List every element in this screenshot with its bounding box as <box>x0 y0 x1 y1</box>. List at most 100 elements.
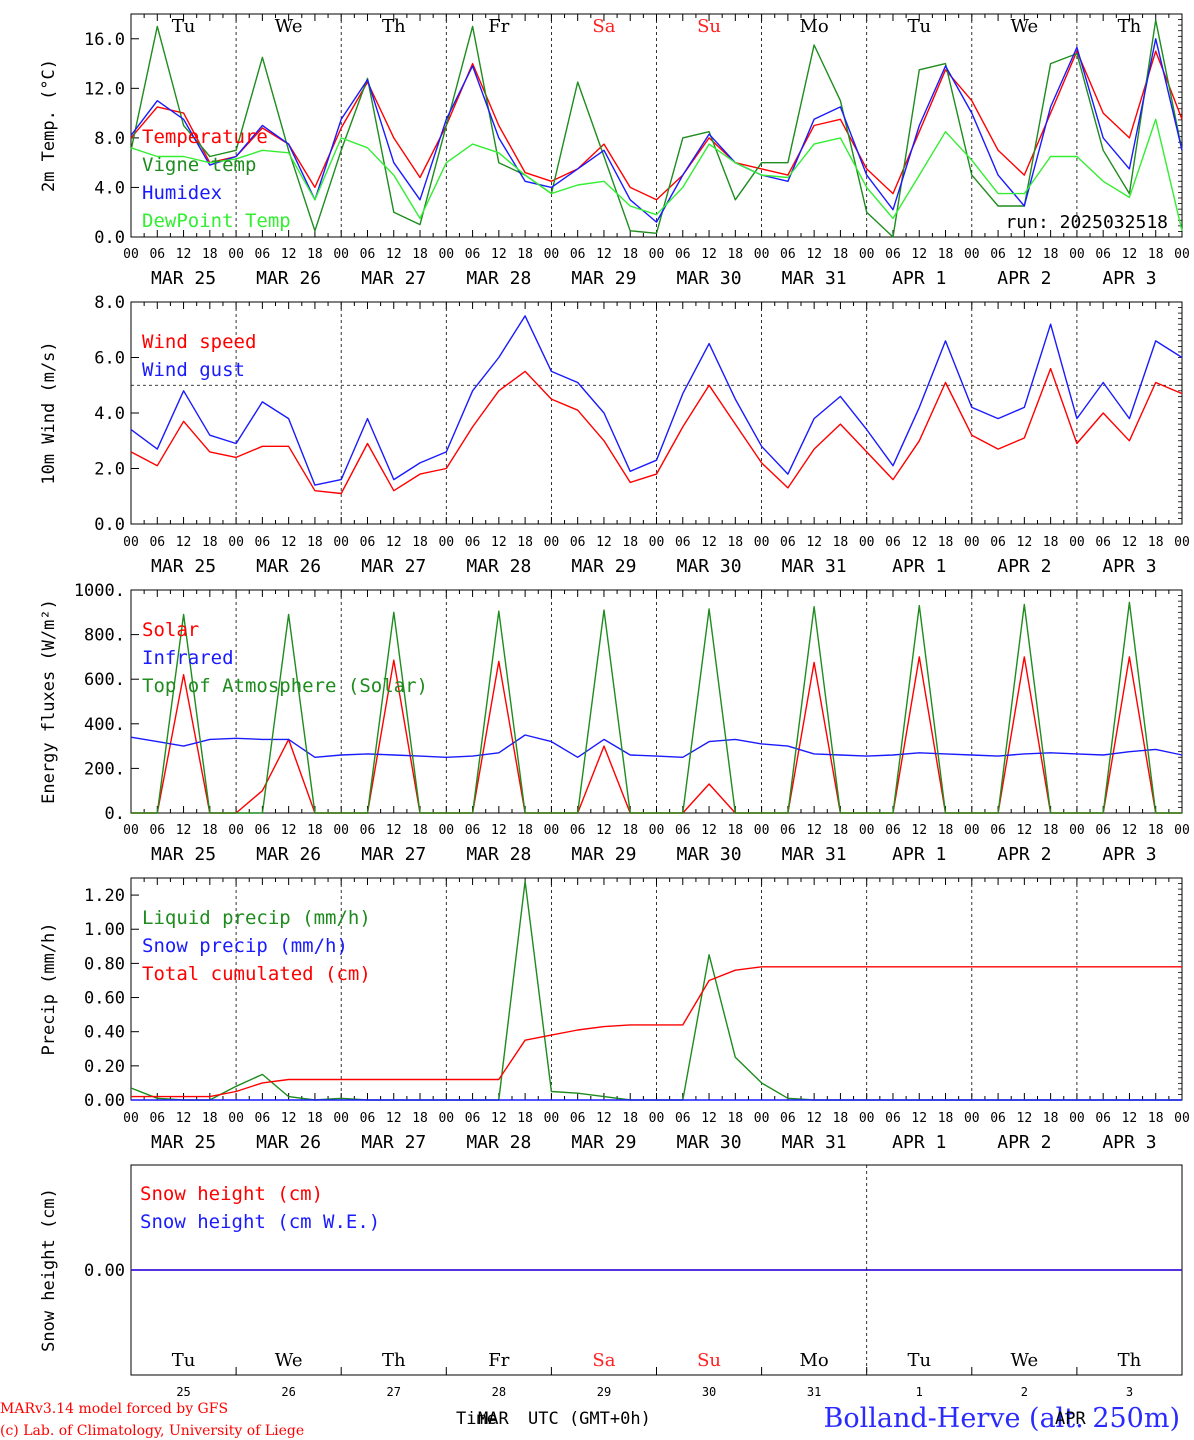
wind-hour-label: 18 <box>938 535 954 550</box>
temp-weekday-label: Tu <box>907 16 931 37</box>
wind-date-label: MAR 26 <box>256 556 321 577</box>
precip-y-tick-label: 1.00 <box>84 920 125 940</box>
energy-hour-label: 12 <box>491 823 507 838</box>
temp-hour-label: 12 <box>281 247 297 262</box>
wind-hour-label: 00 <box>438 535 454 550</box>
station-name: Bolland-Herve (alt. 250m) <box>824 1403 1180 1434</box>
wind-date-label: MAR 31 <box>782 556 847 577</box>
energy-series-top-of-atmosphere-solar <box>131 601 1182 814</box>
snow-day-number: 31 <box>807 1385 821 1399</box>
wind-date-label: MAR 28 <box>466 556 531 577</box>
wind-hour-label: 18 <box>1148 535 1164 550</box>
snow-weekday-label: Mo <box>800 1350 829 1371</box>
temp-date-label: MAR 28 <box>466 268 531 289</box>
temp-weekday-label: We <box>1011 16 1039 37</box>
temp-date-label: MAR 31 <box>782 268 847 289</box>
wind-hour-label: 00 <box>333 535 349 550</box>
snow-weekday-label: Th <box>382 1350 406 1371</box>
x-axis-title-utc: UTC (GMT+0h) <box>528 1409 651 1429</box>
wind-hour-label: 00 <box>1069 535 1085 550</box>
energy-panel: 00 06 12 18 00 06 12 18 00 06 12 18 00 06 12 18 00 06 12 18… <box>39 581 1190 865</box>
wind-hour-label: 06 <box>780 535 796 550</box>
energy-date-label: MAR 27 <box>361 844 426 865</box>
wind-hour-label: 12 <box>701 535 717 550</box>
temp-hour-label: 00 <box>123 247 139 262</box>
wind-panel: 00 06 12 18 00 06 12 18 00 06 12 18 00 06 12 18 00 06 12 18… <box>39 293 1190 577</box>
snow-day-number: 25 <box>176 1385 190 1399</box>
precip-legend-entry: Liquid precip (mm/h) <box>142 907 371 929</box>
temp-hour-label: 12 <box>491 247 507 262</box>
energy-hour-label: 18 <box>938 823 954 838</box>
temp-date-label: MAR 30 <box>677 268 742 289</box>
apr-overlay-label: APR <box>1055 1409 1086 1429</box>
wind-hour-label: 06 <box>570 535 586 550</box>
wind-y-tick-label: 8.0 <box>94 293 125 313</box>
wind-hour-label: 12 <box>1017 535 1033 550</box>
wind-hour-label: 18 <box>202 535 218 550</box>
energy-hour-label: 18 <box>727 823 743 838</box>
temp-run-annotation: run: 2025032518 <box>1005 212 1168 233</box>
precip-hour-label: 18 <box>1148 1111 1164 1126</box>
energy-hour-label: 12 <box>281 823 297 838</box>
energy-legend-entry: Infrared <box>142 647 234 669</box>
wind-hour-label: 18 <box>307 535 323 550</box>
temp-series-dewpoint-temp <box>130 118 1183 231</box>
energy-hour-label: 18 <box>517 823 533 838</box>
temp-panel: 00 06 12 18 00 06 12 18 00 06 12 18 00 06 12 18 00 06 12 18… <box>39 13 1190 289</box>
wind-hour-label: 18 <box>727 535 743 550</box>
precip-hour-label: 18 <box>833 1111 849 1126</box>
precip-hour-label: 18 <box>412 1111 428 1126</box>
temp-hour-label: 00 <box>754 247 770 262</box>
precip-hour-label: 18 <box>1043 1111 1059 1126</box>
precip-hour-label: 06 <box>780 1111 796 1126</box>
temp-weekday-label: Tu <box>172 16 196 37</box>
snow-weekday-label: Th <box>1118 1350 1142 1371</box>
temp-hour-label: 12 <box>701 247 717 262</box>
energy-y-axis-title: Energy fluxes (W/m²) <box>39 599 59 804</box>
precip-hour-label: 00 <box>1174 1111 1190 1126</box>
precip-hour-label: 18 <box>727 1111 743 1126</box>
precip-hour-label: 06 <box>990 1111 1006 1126</box>
snow-weekday-label: Tu <box>172 1350 196 1371</box>
snow-weekday-label: We <box>1011 1350 1039 1371</box>
energy-hour-label: 06 <box>990 823 1006 838</box>
precip-date-label: MAR 29 <box>571 1132 636 1153</box>
temp-legend-entry: Vigne temp <box>142 154 256 176</box>
temp-hour-label: 06 <box>465 247 481 262</box>
temp-weekday-label: Sa <box>592 16 615 37</box>
wind-hour-label: 12 <box>386 535 402 550</box>
temp-hour-label: 12 <box>386 247 402 262</box>
footer-layer: MARv3.14 model forced by GFS (c) Lab. of… <box>0 1401 1180 1439</box>
temp-hour-label: 06 <box>885 247 901 262</box>
energy-hour-label: 12 <box>701 823 717 838</box>
wind-series-wind-speed <box>130 367 1183 495</box>
energy-hour-label: 00 <box>859 823 875 838</box>
temp-hour-label: 00 <box>859 247 875 262</box>
energy-hour-label: 06 <box>675 823 691 838</box>
snow-day-number: 2 <box>1021 1385 1028 1399</box>
snow-day-number: 29 <box>597 1385 611 1399</box>
precip-date-label: APR 3 <box>1102 1132 1156 1153</box>
precip-y-axis-title: Precip (mm/h) <box>39 922 59 1055</box>
precip-hour-label: 12 <box>281 1111 297 1126</box>
temp-legend-entry: Temperature <box>142 126 268 148</box>
snow-day-number: 1 <box>916 1385 923 1399</box>
wind-hour-label: 06 <box>1095 535 1111 550</box>
energy-date-label: MAR 29 <box>571 844 636 865</box>
precip-y-tick-label: 1.20 <box>84 886 125 906</box>
temp-hour-label: 06 <box>990 247 1006 262</box>
precip-hour-label: 00 <box>859 1111 875 1126</box>
energy-hour-label: 12 <box>386 823 402 838</box>
wind-hour-label: 00 <box>859 535 875 550</box>
wind-date-label: APR 3 <box>1102 556 1156 577</box>
wind-hour-label: 12 <box>596 535 612 550</box>
precip-hour-label: 00 <box>754 1111 770 1126</box>
precip-hour-label: 06 <box>885 1111 901 1126</box>
temp-y-tick-label: 4.0 <box>94 178 125 198</box>
temp-y-tick-label: 8.0 <box>94 129 125 149</box>
temp-legend-entry: DewPoint Temp <box>142 210 291 232</box>
temp-weekday-label: Su <box>697 16 721 37</box>
precip-date-label: MAR 30 <box>677 1132 742 1153</box>
snow-legend-entry: Snow height (cm) <box>140 1183 323 1205</box>
wind-hour-label: 06 <box>675 535 691 550</box>
